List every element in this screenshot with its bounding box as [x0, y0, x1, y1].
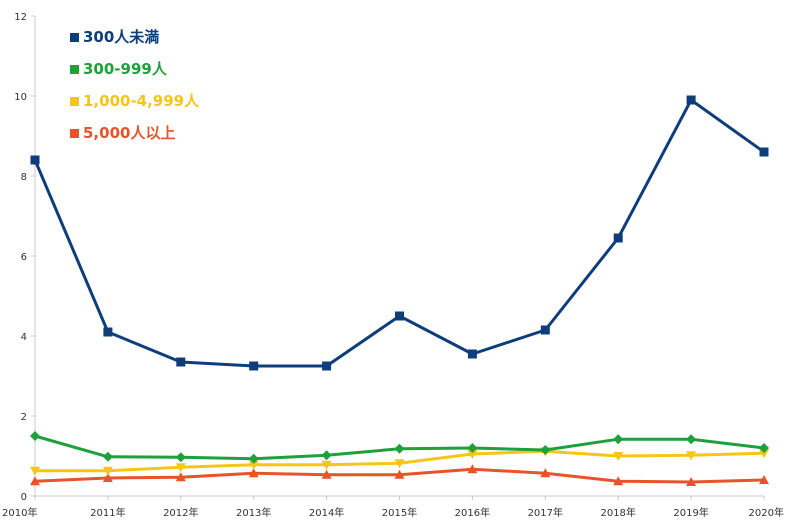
data-point — [467, 464, 478, 474]
data-point — [30, 466, 40, 476]
legend: 300人未満 300-999人 1,000-4,999人 5,000人以上 — [70, 28, 200, 142]
data-point — [540, 325, 550, 335]
legend-label: 5,000人以上 — [83, 124, 175, 142]
y-tick-label: 4 — [21, 332, 27, 343]
data-point — [321, 460, 332, 470]
legend-label: 300人未満 — [83, 28, 159, 46]
x-tick-label: 2020年 — [749, 506, 784, 519]
data-point — [248, 453, 259, 464]
data-point — [395, 311, 404, 321]
data-point — [686, 434, 697, 445]
data-point — [321, 469, 332, 479]
x-tick-label: 2016年 — [455, 506, 490, 519]
data-point — [759, 443, 769, 453]
data-point — [540, 445, 551, 455]
x-tick-label: 2018年 — [600, 506, 635, 519]
legend-label: 300-999人 — [83, 60, 168, 78]
y-tick-label: 2 — [21, 412, 27, 423]
data-point — [102, 451, 113, 462]
legend-swatch — [70, 129, 79, 138]
data-point — [102, 473, 113, 482]
data-point — [686, 95, 696, 105]
x-tick-label: 2019年 — [673, 506, 708, 519]
series-0 — [30, 95, 769, 371]
x-tick-label: 2010年 — [2, 506, 37, 519]
series-1 — [30, 431, 769, 464]
x-tick-label: 2013年 — [236, 506, 271, 519]
y-tick-label: 12 — [14, 12, 27, 23]
data-point — [30, 476, 40, 486]
x-tick-label: 2012年 — [163, 506, 198, 519]
data-point — [467, 349, 477, 359]
data-point — [248, 460, 259, 470]
y-tick-label: 0 — [21, 492, 27, 503]
y-tick-label: 10 — [14, 92, 27, 103]
data-point — [30, 431, 40, 441]
data-point — [394, 469, 405, 479]
data-point — [613, 233, 623, 243]
data-point — [540, 468, 551, 478]
data-point — [613, 452, 624, 461]
data-point — [248, 468, 259, 478]
data-point — [321, 450, 332, 461]
data-point — [613, 434, 624, 445]
data-point — [686, 477, 697, 486]
y-tick-label: 6 — [21, 252, 27, 263]
data-point — [467, 450, 478, 459]
y-tick-label: 8 — [21, 172, 27, 183]
data-point — [176, 357, 186, 367]
data-point — [102, 466, 113, 476]
data-point — [759, 475, 769, 484]
data-point — [175, 463, 186, 473]
data-point — [103, 327, 113, 337]
data-point — [613, 476, 624, 486]
legend-swatch — [70, 97, 79, 106]
data-point — [175, 452, 186, 463]
x-tick-label: 2011年 — [90, 506, 125, 519]
legend-swatch — [70, 33, 79, 42]
data-point — [175, 472, 186, 482]
axes: 0 2 4 6 8 10 12 2010年 2011年 2012年 2013年 2014年 2015年 2… — [2, 12, 784, 519]
data-point — [249, 361, 259, 371]
data-point — [30, 155, 40, 165]
data-point — [467, 443, 478, 453]
x-tick-label: 2017年 — [528, 506, 563, 519]
legend-label: 1,000-4,999人 — [83, 92, 200, 110]
x-tick-label: 2014年 — [309, 506, 344, 519]
series-3 — [30, 464, 769, 486]
data-point — [394, 459, 405, 469]
data-point — [759, 449, 769, 459]
x-tick-label: 2015年 — [382, 506, 417, 519]
data-point — [394, 443, 405, 454]
data-point — [759, 147, 769, 157]
data-point — [686, 451, 697, 461]
data-point — [322, 361, 332, 371]
legend-swatch — [70, 65, 79, 74]
series-layer — [30, 95, 769, 486]
